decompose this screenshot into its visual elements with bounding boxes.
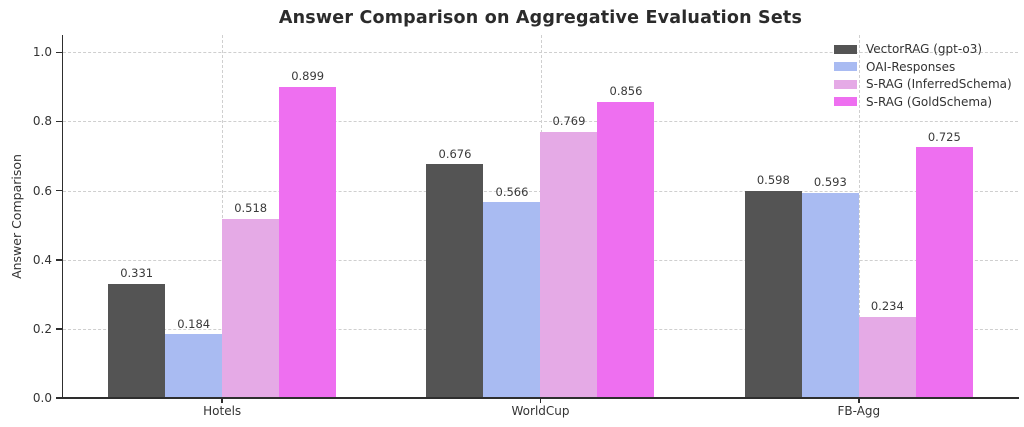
x-tick-mark (539, 399, 542, 403)
legend-swatch (834, 97, 857, 106)
bar-group: 0.331 0.184 0.518 0.899 (63, 35, 381, 398)
legend-label: OAI-Responses (866, 59, 956, 74)
bar-value-label: 0.725 (927, 129, 961, 144)
bar-slot: 0.184 (165, 35, 223, 398)
bar-slot: 0.899 (279, 35, 337, 398)
bar-slot: 0.566 (483, 35, 541, 398)
y-tick-label: 0.4 (32, 252, 52, 267)
x-tick-label: Hotels (203, 404, 242, 418)
bar-value-label: 0.566 (495, 184, 529, 199)
chart-title: Answer Comparison on Aggregative Evaluat… (278, 8, 803, 28)
bar (858, 317, 916, 398)
bar-value-label: 0.518 (234, 201, 268, 216)
y-axis-spine (61, 35, 64, 398)
y-tick-label: 0.0 (32, 391, 52, 405)
bar-slot: 0.593 (801, 35, 859, 398)
y-axis-label-wrap: Answer Comparison (2, 35, 30, 398)
bar-slot: 0.598 (744, 35, 802, 398)
y-tick-mark (56, 397, 62, 399)
bar (483, 202, 541, 398)
legend-item: S-RAG (GoldSchema) (834, 94, 1012, 109)
legend: VectorRAG (gpt-o3) OAI-Responses S-RAG (In… (834, 42, 1012, 109)
legend-swatch (834, 62, 857, 71)
bar-value-label: 0.331 (120, 265, 154, 280)
bar (915, 147, 973, 398)
bar-value-label: 0.598 (756, 173, 790, 188)
y-tick-label: 0.8 (32, 114, 52, 129)
legend-label: VectorRAG (gpt-o3) (866, 42, 983, 56)
bar-slot: 0.725 (915, 35, 973, 398)
bar-slot: 0.769 (540, 35, 598, 398)
bar-slot: 0.234 (858, 35, 916, 398)
y-tick-mark (56, 120, 62, 123)
legend-swatch (834, 44, 857, 54)
legend-item: OAI-Responses (834, 59, 1012, 74)
x-tick-label: FB-Agg (837, 404, 881, 418)
bar (801, 193, 859, 398)
plot-area: 0.331 0.184 0.518 0.899 0.676 0.566 0.769 0.856… (63, 35, 1018, 398)
legend-item: S-RAG (InferredSchema) (834, 77, 1012, 91)
bar-value-label: 0.184 (177, 316, 211, 331)
y-tick-mark (56, 328, 62, 330)
bar (165, 334, 223, 398)
bar-group: 0.676 0.566 0.769 0.856 (381, 35, 699, 398)
bar (108, 283, 166, 398)
legend-label: S-RAG (InferredSchema) (866, 77, 1012, 91)
bar-slot: 0.676 (426, 35, 484, 398)
bar (744, 191, 802, 398)
y-tick-mark (56, 259, 62, 261)
bar-slot: 0.856 (597, 35, 655, 398)
bar-value-label: 0.593 (813, 175, 847, 190)
bar (426, 164, 484, 398)
x-tick-label: WorldCup (511, 404, 570, 418)
bar (597, 102, 655, 398)
y-tick-mark (56, 51, 62, 54)
y-tick-mark (56, 189, 62, 192)
bar (222, 218, 280, 398)
bar (540, 132, 598, 398)
bar-value-label: 0.234 (870, 299, 904, 314)
x-tick-mark (221, 399, 223, 403)
legend-item: VectorRAG (gpt-o3) (834, 42, 1012, 56)
bar-value-label: 0.856 (609, 84, 643, 99)
gridline-vertical (222, 35, 224, 398)
y-tick-label: 1.0 (32, 45, 52, 60)
x-axis-spine (61, 397, 1019, 399)
x-tick-mark (858, 399, 860, 403)
bar-value-label: 0.899 (291, 69, 325, 84)
bar-slot: 0.518 (222, 35, 280, 398)
y-tick-label: 0.6 (32, 183, 52, 198)
gridline-vertical (858, 35, 860, 398)
bar (279, 87, 337, 398)
legend-swatch (834, 79, 857, 89)
bar-slot: 0.331 (108, 35, 166, 398)
legend-label: S-RAG (GoldSchema) (866, 94, 993, 109)
bar-group: 0.598 0.593 0.234 0.725 (700, 35, 1018, 398)
y-tick-label: 0.2 (32, 321, 52, 336)
bar-value-label: 0.769 (552, 114, 586, 129)
bar-value-label: 0.676 (438, 146, 472, 161)
